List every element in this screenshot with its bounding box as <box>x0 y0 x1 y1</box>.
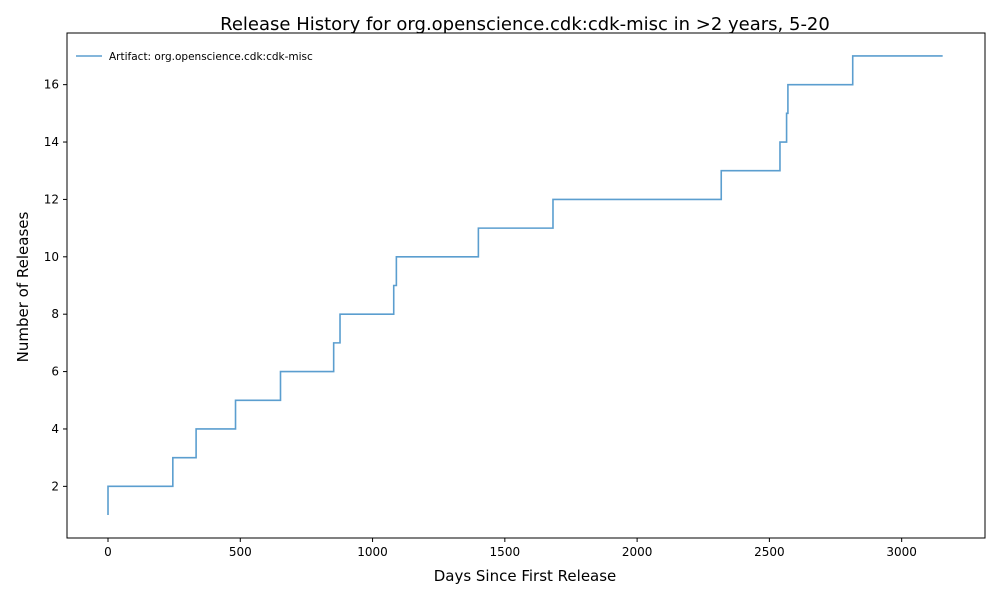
series-layer <box>107 55 943 516</box>
y-tick-label: 14 <box>44 135 59 149</box>
y-axis-title: Number of Releases <box>14 211 32 362</box>
x-tick-label: 500 <box>229 545 252 559</box>
x-tick-label: 3000 <box>886 545 917 559</box>
y-tick-label: 6 <box>51 365 59 379</box>
x-tick-label: 2000 <box>622 545 653 559</box>
y-axis-ticks: 2 4 6 8 10 12 14 16 <box>44 78 67 493</box>
x-tick-label: 1000 <box>357 545 388 559</box>
y-tick-label: 12 <box>44 192 59 206</box>
x-tick-label: 0 <box>104 545 112 559</box>
y-tick-label: 8 <box>51 307 59 321</box>
x-tick-label: 2500 <box>754 545 785 559</box>
legend-label: Artifact: org.openscience.cdk:cdk-misc <box>109 51 313 63</box>
y-tick-label: 2 <box>51 479 59 493</box>
x-axis-title: Days Since First Release <box>434 567 617 585</box>
x-axis-ticks: 0 500 1000 1500 2000 2500 3000 <box>104 538 917 559</box>
chart-title: Release History for org.openscience.cdk:… <box>220 14 830 35</box>
release-step-line <box>107 55 943 516</box>
y-tick-label: 4 <box>51 422 59 436</box>
y-tick-label: 16 <box>44 78 59 92</box>
plot-area: 0 500 1000 1500 2000 2500 3000 2 4 6 8 10 12 14 16 <box>44 32 986 559</box>
x-tick-label: 1500 <box>490 545 521 559</box>
legend: Artifact: org.openscience.cdk:cdk-misc <box>76 51 313 63</box>
plot-frame <box>66 32 986 539</box>
y-tick-label: 10 <box>44 250 59 264</box>
